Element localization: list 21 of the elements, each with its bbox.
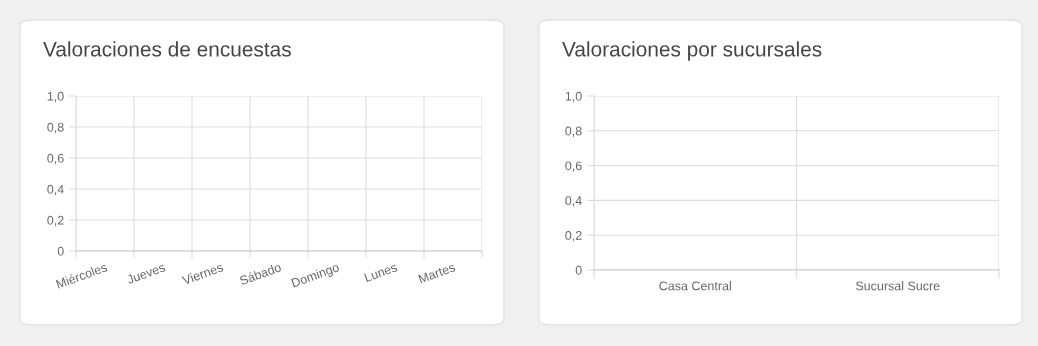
y-tick-label: 1,0 xyxy=(47,91,64,103)
x-tick-label: Casa Central xyxy=(659,281,731,291)
chart-title: Valoraciones de encuestas xyxy=(43,41,291,57)
y-tick-label: 0 xyxy=(57,246,64,256)
x-tick-label: Sucursal Sucre xyxy=(855,281,940,291)
x-tick-label: Viernes xyxy=(181,262,224,286)
y-tick-label: 0,6 xyxy=(47,153,64,165)
x-tick-label: Jueves xyxy=(126,262,166,285)
chart-title: Valoraciones por sucursales xyxy=(562,41,822,61)
y-tick-label: 0,8 xyxy=(47,122,64,134)
y-tick-label: 0,6 xyxy=(565,161,582,172)
y-tick-label: 0 xyxy=(575,265,582,275)
y-tick-label: 1,0 xyxy=(565,91,582,103)
y-tick-label: 0,8 xyxy=(565,126,582,137)
x-tick-label: Lunes xyxy=(364,262,398,283)
y-tick-label: 0,4 xyxy=(47,184,64,196)
y-tick-label: 0,2 xyxy=(47,215,64,227)
y-tick-label: 0,2 xyxy=(565,231,582,242)
x-tick-label: Sábado xyxy=(238,262,282,286)
y-tick-label: 0,4 xyxy=(565,196,582,207)
x-tick-label: Martes xyxy=(418,262,456,284)
